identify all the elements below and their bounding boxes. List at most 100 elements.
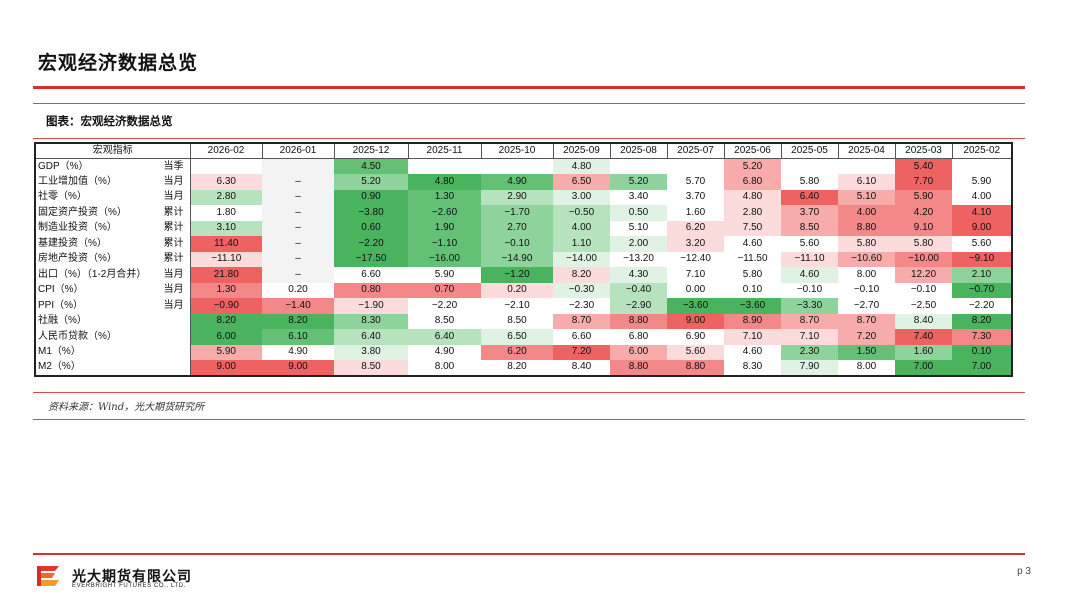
indicator-name: 房地产投资（%） [38,253,117,265]
value-cell: −12.40 [667,251,724,267]
value-cell: 6.90 [667,329,724,345]
value-cell: 4.80 [724,189,781,205]
value-cell: – [262,236,334,252]
indicator-frequency: 累计 [155,236,191,252]
value-cell: 3.70 [667,189,724,205]
value-cell: 2.80 [724,205,781,221]
value-cell: 5.20 [334,174,408,190]
value-cell: 5.90 [190,344,262,360]
indicator-name: M2（%） [35,360,155,377]
value-cell: 3.00 [553,189,610,205]
table-row: 人民币贷款（%） 6.00 6.10 6.40 6.40 6.50 6.60 6.80 6.90… [35,329,1012,345]
value-cell: 4.20 [895,205,952,221]
value-cell: 1.90 [408,220,481,236]
value-cell: 7.90 [781,360,838,377]
indicator-frequency: 当月 [155,282,191,298]
value-cell [952,158,1012,174]
value-cell: 5.60 [667,344,724,360]
value-cell: 3.40 [610,189,667,205]
value-cell: 3.80 [334,344,408,360]
value-cell: 7.10 [667,267,724,283]
value-cell: −9.10 [952,251,1012,267]
column-header-indicator: 宏观指标 [34,142,191,159]
column-header-period: 2025-11 [407,142,482,159]
column-header-period: 2025-02 [951,142,1013,159]
value-cell: 4.90 [408,344,481,360]
value-cell: 5.60 [952,236,1012,252]
source-bottom-divider [33,419,1025,420]
column-header-period: 2025-06 [723,142,782,159]
value-cell: 8.20 [262,313,334,329]
value-cell: – [262,189,334,205]
indicator-name: 社融（%） [38,315,87,327]
value-cell: 8.50 [781,220,838,236]
value-cell: 0.80 [334,282,408,298]
table-row: GDP（%） 当季 4.50 4.80 5.20 5.40 [35,158,1012,174]
value-cell: 7.10 [724,329,781,345]
value-cell: 9.00 [262,360,334,377]
value-cell [190,158,262,174]
value-cell: 6.60 [334,267,408,283]
value-cell: 6.50 [553,174,610,190]
column-header-period: 2026-02 [189,142,263,159]
table-row: 固定资产投资（%） 累计 1.80– −3.80 −2.60 −1.70 −0.50 0.50… [35,205,1012,221]
figure-caption: 图表：宏观经济数据总览 [46,114,173,128]
value-cell: 8.80 [667,360,724,377]
value-cell: 6.20 [667,220,724,236]
value-cell: −2.10 [481,298,553,314]
value-cell: −11.10 [190,251,262,267]
column-header-period: 2026-01 [261,142,335,159]
value-cell: −11.50 [724,251,781,267]
value-cell: 6.40 [781,189,838,205]
value-cell: 5.70 [667,174,724,190]
value-cell: −0.10 [481,236,553,252]
value-cell: −3.80 [334,205,408,221]
indicator-name: 制造业投资（%） [38,222,117,234]
value-cell: 4.60 [724,236,781,252]
indicator-frequency: 累计 [155,220,191,236]
table-row: 社融（%） 8.20 8.20 8.30 8.50 8.50 8.70 8.80 9.00 8.9… [35,313,1012,329]
everbright-logo-icon [35,563,61,589]
brand-name-en: EVERBRIGHT FUTURES CO., LTD. [72,583,186,589]
value-cell: 6.20 [481,344,553,360]
column-header-period: 2025-08 [609,142,668,159]
table-row: 社零（%） 当月 2.80–0.90 1.30 2.90 3.00 3.40 3.70 4.80… [35,189,1012,205]
value-cell: 7.20 [553,344,610,360]
value-cell: 4.90 [481,174,553,190]
value-cell: −0.10 [838,282,895,298]
table-body: GDP（%） 当季 4.50 4.80 5.20 5.40 工业增加值（%） 当月 6.30–5… [35,158,1012,377]
macro-data-table: 宏观指标 2026-02 2026-01 2025-12 2025-11 2025-10 2… [34,142,1013,377]
indicator-name: CPI（%） [38,284,84,296]
column-header-period: 2025-10 [480,142,554,159]
value-cell: 2.30 [781,344,838,360]
value-cell: 6.10 [838,174,895,190]
value-cell: 8.20 [553,267,610,283]
value-cell: 6.00 [190,329,262,345]
value-cell: 5.10 [610,220,667,236]
value-cell: 2.00 [610,236,667,252]
table-row: PPI（%） 当月 −0.90 −1.40 −1.90 −2.20 −2.10 −2.30 −2… [35,298,1012,314]
value-cell: −14.00 [553,251,610,267]
value-cell: 8.70 [553,313,610,329]
value-cell: 7.00 [895,360,952,377]
indicator-name: 基建投资（%） [38,237,107,249]
table-row: 基建投资（%） 累计 11.40– −2.20 −1.10 −0.10 1.10 2.00 3.… [35,236,1012,252]
value-cell: 4.60 [781,267,838,283]
value-cell: 5.60 [781,236,838,252]
value-cell: 7.30 [952,329,1012,345]
value-cell: −10.60 [838,251,895,267]
value-cell: −0.10 [895,282,952,298]
value-cell: 8.50 [408,313,481,329]
value-cell [481,158,553,174]
value-cell: −3.60 [724,298,781,314]
value-cell: 0.50 [610,205,667,221]
indicator-frequency: 当月 [155,189,191,205]
value-cell [610,158,667,174]
value-cell: 8.20 [481,360,553,377]
value-cell: 5.90 [895,189,952,205]
value-cell: 4.30 [610,267,667,283]
value-cell: 8.30 [334,313,408,329]
indicator-name: 固定资产投资（%） [38,206,127,218]
value-cell: 6.40 [408,329,481,345]
value-cell: −0.70 [952,282,1012,298]
